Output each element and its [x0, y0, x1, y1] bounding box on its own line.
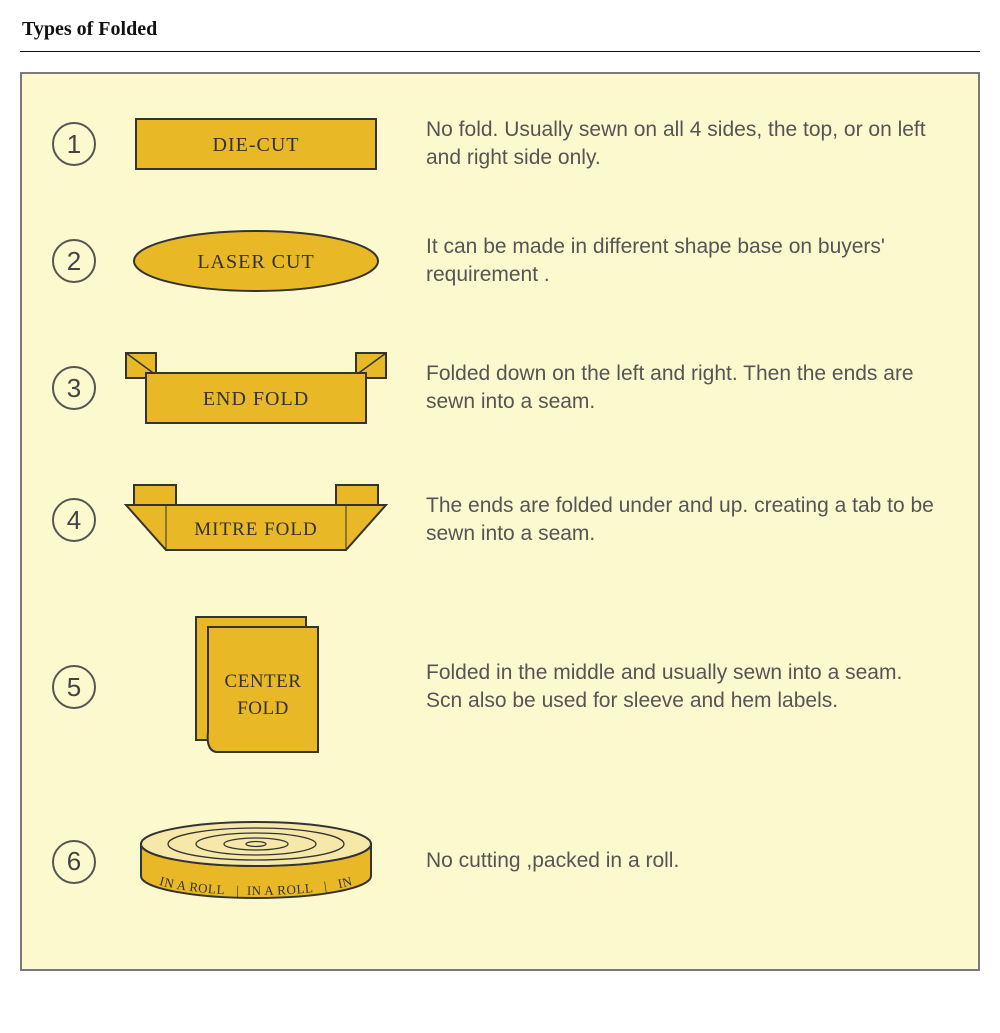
infographic-panel: 1 DIE-CUT No fold. Usually sewn on all 4…	[20, 72, 980, 971]
lasercut-illustration: LASER CUT	[116, 226, 396, 296]
svg-text:CENTER: CENTER	[225, 671, 302, 692]
centerfold-illustration: CENTER FOLD	[116, 612, 396, 762]
row-number: 3	[52, 366, 96, 410]
endfold-illustration: END FOLD	[116, 348, 396, 428]
fold-row: 5 CENTER FOLD Folded in the middle and u…	[52, 612, 948, 762]
row-number: 6	[52, 840, 96, 884]
svg-text:END FOLD: END FOLD	[203, 388, 309, 410]
svg-text:MITRE FOLD: MITRE FOLD	[194, 519, 317, 540]
row-number: 5	[52, 665, 96, 709]
title-rule	[20, 51, 980, 52]
svg-text:DIE-CUT: DIE-CUT	[213, 134, 300, 156]
row-description: No cutting ,packed in a roll.	[396, 847, 948, 875]
fold-row: 6 IN A ROLL | IN A ROLL | IN	[52, 814, 948, 909]
row-number: 2	[52, 239, 96, 283]
row-description: The ends are folded under and up. creati…	[396, 492, 948, 549]
fold-row: 1 DIE-CUT No fold. Usually sewn on all 4…	[52, 114, 948, 174]
roll-illustration: IN A ROLL | IN A ROLL | IN	[116, 814, 396, 909]
row-description: Folded in the middle and usually sewn in…	[396, 659, 948, 716]
diecut-illustration: DIE-CUT	[116, 114, 396, 174]
row-number: 4	[52, 498, 96, 542]
page-title: Types of Folded	[0, 0, 1000, 51]
row-number: 1	[52, 122, 96, 166]
mitrefold-illustration: MITRE FOLD	[116, 480, 396, 560]
row-description: It can be made in different shape base o…	[396, 233, 948, 290]
svg-text:LASER CUT: LASER CUT	[197, 251, 314, 273]
row-description: No fold. Usually sewn on all 4 sides, th…	[396, 116, 948, 173]
fold-row: 2 LASER CUT It can be made in different …	[52, 226, 948, 296]
svg-text:FOLD: FOLD	[237, 698, 289, 719]
fold-row: 3 END FOLD Folded down on the left and r…	[52, 348, 948, 428]
row-description: Folded down on the left and right. Then …	[396, 360, 948, 417]
fold-row: 4 MITRE FOLD The ends are folded under a…	[52, 480, 948, 560]
